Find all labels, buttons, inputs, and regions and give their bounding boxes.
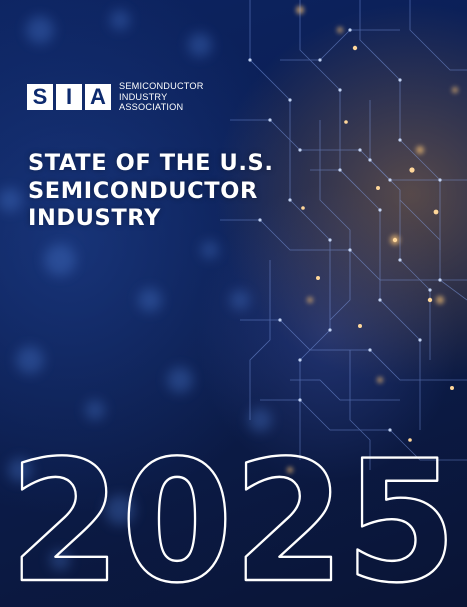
sia-logo-wordmark: SEMICONDUCTOR INDUSTRY ASSOCIATION xyxy=(119,81,204,113)
report-title: STATE OF THE U.S. SEMICONDUCTOR INDUSTRY xyxy=(28,150,274,233)
logo-line-1: SEMICONDUCTOR xyxy=(119,81,204,91)
logo-letter-s: S xyxy=(27,83,53,110)
year-outline-text: 2025 xyxy=(9,440,457,600)
logo-letter-i: I xyxy=(56,83,82,110)
logo-line-2: INDUSTRY xyxy=(119,91,168,102)
sia-logo: S I A SEMICONDUCTOR INDUSTRY ASSOCIATION xyxy=(27,81,204,113)
title-line-3: INDUSTRY xyxy=(28,205,161,231)
report-year: 2025 xyxy=(8,440,458,600)
sia-logo-mark: S I A xyxy=(27,83,111,110)
logo-letter-a: A xyxy=(85,83,111,110)
title-line-1: STATE OF THE U.S. xyxy=(28,150,274,176)
title-line-2: SEMICONDUCTOR xyxy=(28,177,258,204)
logo-line-3: ASSOCIATION xyxy=(119,102,184,112)
